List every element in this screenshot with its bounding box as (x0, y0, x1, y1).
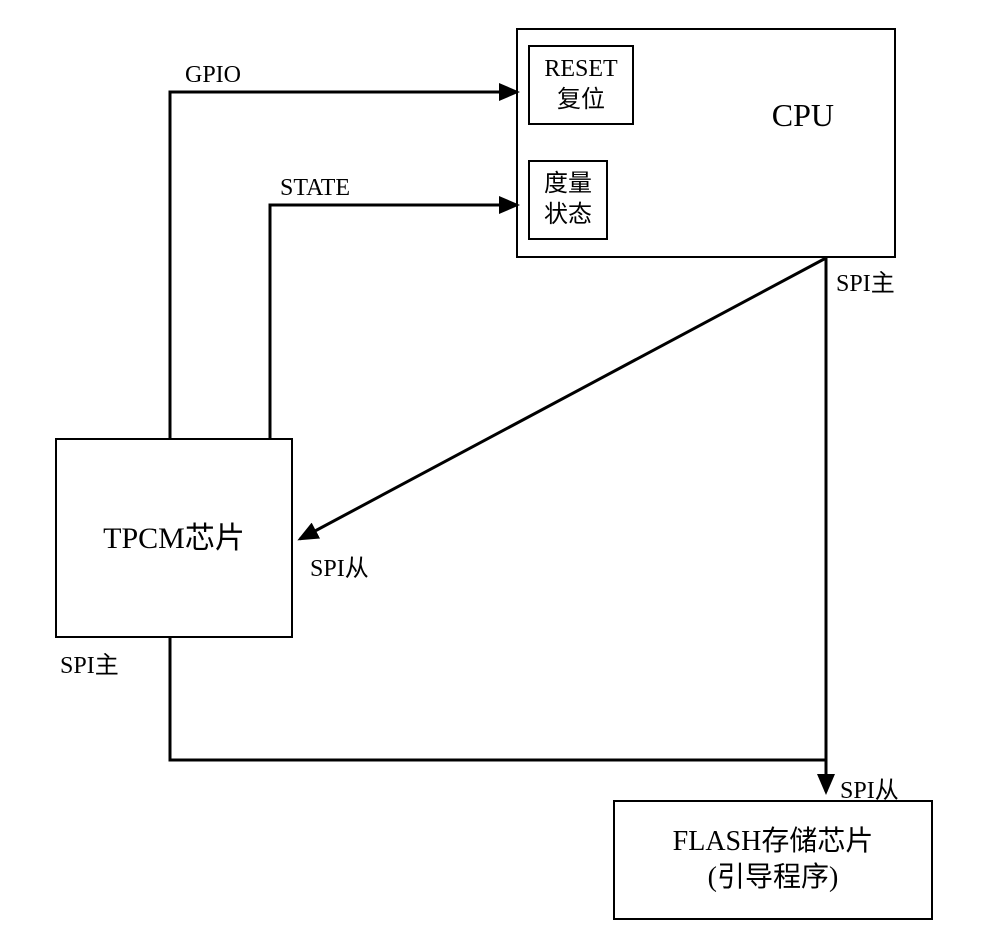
cpu-reset-box: RESET 复位 (528, 45, 634, 125)
cpu-label: CPU (772, 95, 834, 137)
gpio-label: GPIO (185, 62, 241, 89)
flash-box: FLASH存储芯片 (引导程序) (613, 800, 933, 920)
tpcm-label: TPCM芯片 (103, 519, 245, 558)
cpu-state-line1: 度量 (544, 169, 592, 200)
cpu-state-line2: 状态 (544, 200, 592, 231)
cpu-reset-line2: 复位 (557, 85, 605, 116)
gpio-line (170, 92, 517, 438)
flash-line2: (引导程序) (708, 860, 839, 896)
tpcm-spi-master-label: SPI主 (60, 645, 119, 680)
cpu-reset-line1: RESET (544, 54, 617, 85)
tpcm-spi-slave-label: SPI从 (310, 548, 369, 583)
tpcm-to-flash-line (170, 638, 826, 760)
state-line (270, 205, 517, 438)
flash-line1: FLASH存储芯片 (673, 824, 874, 860)
cpu-to-tpcm-line (300, 258, 826, 539)
state-label: STATE (280, 175, 350, 202)
tpcm-box: TPCM芯片 (55, 438, 293, 638)
flash-spi-slave-label: SPI从 (840, 770, 899, 805)
cpu-spi-master-label: SPI主 (836, 263, 895, 298)
cpu-state-box: 度量 状态 (528, 160, 608, 240)
